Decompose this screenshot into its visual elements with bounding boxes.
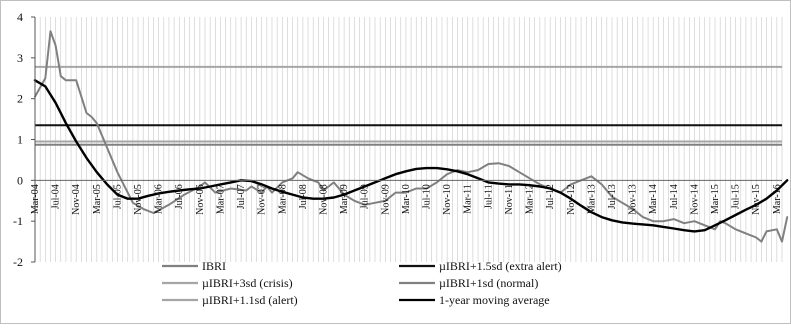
x-tick-label: Mar-05 xyxy=(92,184,103,214)
x-tick-label: Nov-06 xyxy=(195,184,206,215)
x-tick-label: Mar-10 xyxy=(401,184,412,214)
x-tick-label: Mar-04 xyxy=(30,184,41,214)
x-tick-label: Jul-09 xyxy=(360,184,371,209)
x-tick-label: Mar-06 xyxy=(154,184,165,214)
axes: -2 -1 0 1 2 3 4 Mar-04 Jul-04 Nov-04 Mar-05 Jul-05 N… xyxy=(13,10,783,269)
legend-entry-label: µIBRI+1.5sd (extra alert) xyxy=(439,259,562,273)
x-tick-label: Nov-14 xyxy=(689,184,700,215)
y-tick-label: 0 xyxy=(17,173,23,187)
x-tick-label: Mar-07 xyxy=(216,184,227,214)
x-tick-label: Mar-09 xyxy=(339,184,350,214)
x-tick-label: Mar-11 xyxy=(463,184,474,213)
x-tick-label: Jul-10 xyxy=(422,184,433,209)
reference-lines xyxy=(35,65,782,146)
y-tick-label: 3 xyxy=(17,51,23,65)
x-tick-label: Nov-10 xyxy=(442,184,453,215)
ibri-series-line xyxy=(34,30,789,243)
series-lines xyxy=(33,30,789,243)
y-tick-label: 2 xyxy=(17,92,23,106)
x-tick-label: Jul-14 xyxy=(669,184,680,209)
legend-entry-label: µIBRI+1sd (normal) xyxy=(439,276,538,290)
x-tick-label: Nov-08 xyxy=(319,184,330,215)
moving-average-series-line xyxy=(33,79,789,233)
x-tick-label: Jul-08 xyxy=(298,184,309,209)
legend-entry-label: µIBRI+3sd (crisis) xyxy=(202,276,293,290)
x-tick-label: Nov-13 xyxy=(628,184,639,215)
x-tick-label: Jul-07 xyxy=(236,184,247,209)
x-tick-label: Nov-12 xyxy=(566,184,577,215)
x-tick-label: Jul-06 xyxy=(174,184,185,209)
legend: IBRI µIBRI+3sd (crisis) µIBRI+1.1sd (alert… xyxy=(162,259,562,307)
x-tick-label: Mar-14 xyxy=(648,184,659,214)
x-tick-label: Mar-12 xyxy=(525,184,536,214)
y-tick-label: 4 xyxy=(17,10,23,24)
y-tick-label: -2 xyxy=(13,255,23,269)
legend-entry-label: IBRI xyxy=(202,259,226,273)
x-tick-label: Nov-05 xyxy=(133,184,144,215)
x-tick-label: Jul-05 xyxy=(112,184,123,209)
x-tick-label: Mar-16 xyxy=(772,184,783,214)
gridlines xyxy=(34,17,783,262)
y-tick-label: 1 xyxy=(17,133,23,147)
x-tick-label: Jul-11 xyxy=(483,184,494,209)
x-tick-label: Mar-13 xyxy=(586,184,597,214)
x-tick-label: Jul-13 xyxy=(607,184,618,209)
y-tick-label: -1 xyxy=(13,214,23,228)
x-tick-label: Nov-15 xyxy=(751,184,762,215)
x-tick-label: Nov-07 xyxy=(257,184,268,215)
x-tick-label: Nov-11 xyxy=(504,184,515,214)
legend-entry-label: µIBRI+1.1sd (alert) xyxy=(202,293,298,307)
legend-entry-label: 1-year moving average xyxy=(439,293,550,307)
x-tick-label: Jul-12 xyxy=(545,184,556,209)
x-tick-label: Nov-04 xyxy=(71,184,82,215)
x-tick-label: Mar-08 xyxy=(277,184,288,214)
x-tick-label: Jul-04 xyxy=(51,184,62,209)
x-tick-label: Jul-15 xyxy=(731,184,742,209)
x-tick-label: Mar-15 xyxy=(710,184,721,214)
x-tick-label: Nov-09 xyxy=(380,184,391,215)
